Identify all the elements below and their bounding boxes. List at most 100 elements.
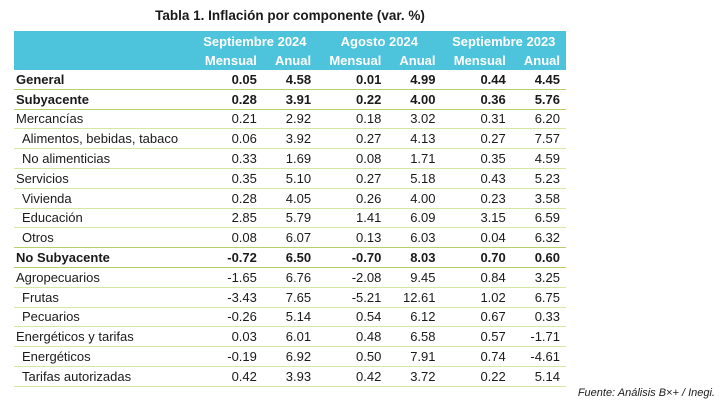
cell-anual: 6.03	[387, 227, 442, 249]
table-row: Agropecuarios -1.65 6.76 -2.08 9.45 0.84 3.25	[14, 267, 566, 288]
row-label: General	[14, 70, 193, 90]
header-mensual: Mensual	[317, 51, 388, 70]
cell-mensual: 0.13	[317, 227, 388, 249]
cell-anual: 4.99	[387, 70, 442, 90]
cell-mensual: 0.74	[441, 346, 512, 367]
cell-mensual: 0.50	[317, 346, 388, 367]
header-anual: Anual	[262, 51, 318, 70]
row-label: No Subyacente	[14, 247, 193, 268]
header-anual: Anual	[387, 51, 442, 70]
cell-anual: 3.02	[387, 109, 442, 130]
cell-mensual: 3.15	[441, 208, 512, 229]
row-label: Educación	[14, 208, 193, 229]
cell-anual: 3.93	[262, 366, 318, 387]
cell-anual: 12.61	[387, 287, 442, 308]
cell-anual: 3.92	[262, 128, 318, 150]
header-group-aug-2024: Agosto 2024	[317, 31, 442, 51]
header-mensual: Mensual	[192, 51, 263, 70]
cell-mensual: 0.35	[192, 168, 263, 189]
cell-anual: 0.33	[511, 307, 566, 328]
cell-mensual: 0.27	[441, 128, 512, 150]
cell-anual: 5.79	[262, 208, 318, 229]
row-label: Servicios	[14, 168, 193, 189]
cell-mensual: 0.84	[441, 267, 512, 288]
cell-anual: 5.76	[511, 89, 566, 110]
cell-anual: -1.71	[511, 326, 566, 348]
cell-anual: 3.58	[511, 188, 566, 209]
cell-mensual: 0.26	[317, 188, 388, 209]
cell-mensual: 0.43	[441, 168, 512, 189]
cell-anual: 1.69	[262, 148, 318, 169]
cell-mensual: 0.06	[192, 128, 263, 150]
row-label: Agropecuarios	[14, 267, 193, 288]
table-row: Alimentos, bebidas, tabaco 0.06 3.92 0.27 4.…	[14, 128, 566, 150]
cell-mensual: 0.42	[192, 366, 263, 387]
row-label: Pecuarios	[14, 307, 193, 328]
cell-anual: 4.05	[262, 188, 318, 209]
table-row: Energéticos -0.19 6.92 0.50 7.91 0.74 -4.61	[14, 346, 566, 367]
table-row: Educación 2.85 5.79 1.41 6.09 3.15 6.59	[14, 208, 566, 229]
cell-mensual: 1.02	[441, 287, 512, 308]
table-row: Frutas -3.43 7.65 -5.21 12.61 1.02 6.75	[14, 287, 566, 308]
cell-mensual: 0.28	[192, 89, 263, 110]
table-row: Subyacente 0.28 3.91 0.22 4.00 0.36 5.76	[14, 89, 566, 110]
cell-mensual: 0.28	[192, 188, 263, 209]
row-label: Frutas	[14, 287, 193, 308]
cell-mensual: 0.54	[317, 307, 388, 328]
cell-anual: 6.09	[387, 208, 442, 229]
table-row: Otros 0.08 6.07 0.13 6.03 0.04 6.32	[14, 227, 566, 249]
row-label: No alimenticias	[14, 148, 193, 169]
cell-mensual: 0.57	[441, 326, 512, 348]
cell-anual: 6.58	[387, 326, 442, 348]
cell-mensual: 0.08	[192, 227, 263, 249]
cell-mensual: 0.22	[441, 366, 512, 387]
table-row: No Subyacente -0.72 6.50 -0.70 8.03 0.70 0.60	[14, 247, 566, 268]
cell-anual: 6.75	[511, 287, 566, 308]
cell-anual: 2.92	[262, 109, 318, 130]
cell-anual: 4.59	[511, 148, 566, 169]
cell-mensual: 0.70	[441, 247, 512, 268]
cell-anual: 4.13	[387, 128, 442, 150]
cell-anual: 6.76	[262, 267, 318, 288]
cell-mensual: 0.27	[317, 168, 388, 189]
header-group-sep-2024: Septiembre 2024	[192, 31, 318, 51]
cell-mensual: 0.03	[192, 326, 263, 348]
row-label: Vivienda	[14, 188, 193, 209]
cell-anual: 8.03	[387, 247, 442, 268]
cell-anual: 6.59	[511, 208, 566, 229]
header-group-sep-2023: Septiembre 2023	[441, 31, 566, 51]
cell-mensual: -0.72	[192, 247, 263, 268]
cell-mensual: 0.36	[441, 89, 512, 110]
cell-mensual: 0.01	[317, 70, 388, 90]
cell-mensual: -3.43	[192, 287, 263, 308]
cell-mensual: -0.19	[192, 346, 263, 367]
header-group-row: Septiembre 2024 Agosto 2024 Septiembre 2…	[14, 31, 566, 51]
cell-mensual: -2.08	[317, 267, 388, 288]
header-blank	[14, 31, 193, 51]
cell-anual: 6.12	[387, 307, 442, 328]
cell-mensual: 0.05	[192, 70, 263, 90]
cell-mensual: 0.42	[317, 366, 388, 387]
cell-mensual: 0.44	[441, 70, 512, 90]
table-row: Mercancías 0.21 2.92 0.18 3.02 0.31 6.20	[14, 109, 566, 130]
row-label: Energéticos y tarifas	[14, 326, 193, 348]
cell-anual: 6.50	[262, 247, 318, 268]
cell-mensual: 0.04	[441, 227, 512, 249]
cell-anual: 4.45	[511, 70, 566, 90]
header-mensual: Mensual	[441, 51, 512, 70]
table-row: No alimenticias 0.33 1.69 0.08 1.71 0.35 4.59	[14, 148, 566, 169]
cell-anual: 6.01	[262, 326, 318, 348]
row-label: Subyacente	[14, 89, 193, 110]
header-sub-row: Mensual Anual Mensual Anual Mensual Anua…	[14, 51, 566, 70]
cell-anual: 6.32	[511, 227, 566, 249]
cell-anual: 7.65	[262, 287, 318, 308]
cell-anual: 5.23	[511, 168, 566, 189]
cell-anual: -4.61	[511, 346, 566, 367]
cell-mensual: 0.22	[317, 89, 388, 110]
cell-mensual: 0.21	[192, 109, 263, 130]
cell-mensual: -0.26	[192, 307, 263, 328]
table-row: Energéticos y tarifas 0.03 6.01 0.48 6.58 0.5…	[14, 326, 566, 348]
inflation-table: Septiembre 2024 Agosto 2024 Septiembre 2…	[14, 31, 566, 387]
table-row: Vivienda 0.28 4.05 0.26 4.00 0.23 3.58	[14, 188, 566, 209]
cell-anual: 3.72	[387, 366, 442, 387]
